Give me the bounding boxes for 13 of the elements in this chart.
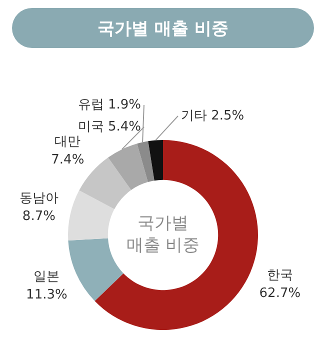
- chart-title: 국가별 매출 비중: [12, 8, 314, 48]
- slice-label: 한국: [266, 268, 293, 283]
- slice-label: 일본: [34, 269, 60, 284]
- slice-label: 유럽 1.9%: [78, 97, 141, 112]
- data-label: 8.7%: [22, 209, 56, 224]
- data-label: 62.7%: [259, 286, 301, 301]
- data-label: 7.4%: [51, 152, 84, 168]
- data-label: 11.3%: [26, 287, 68, 302]
- slice-label: 기타 2.5%: [181, 108, 244, 124]
- slice-label: 대만: [54, 134, 81, 150]
- slice-label: 미국 5.4%: [78, 119, 141, 134]
- text: 국가별 매출 비중: [126, 213, 200, 256]
- slice-label: 동남아: [19, 191, 58, 206]
